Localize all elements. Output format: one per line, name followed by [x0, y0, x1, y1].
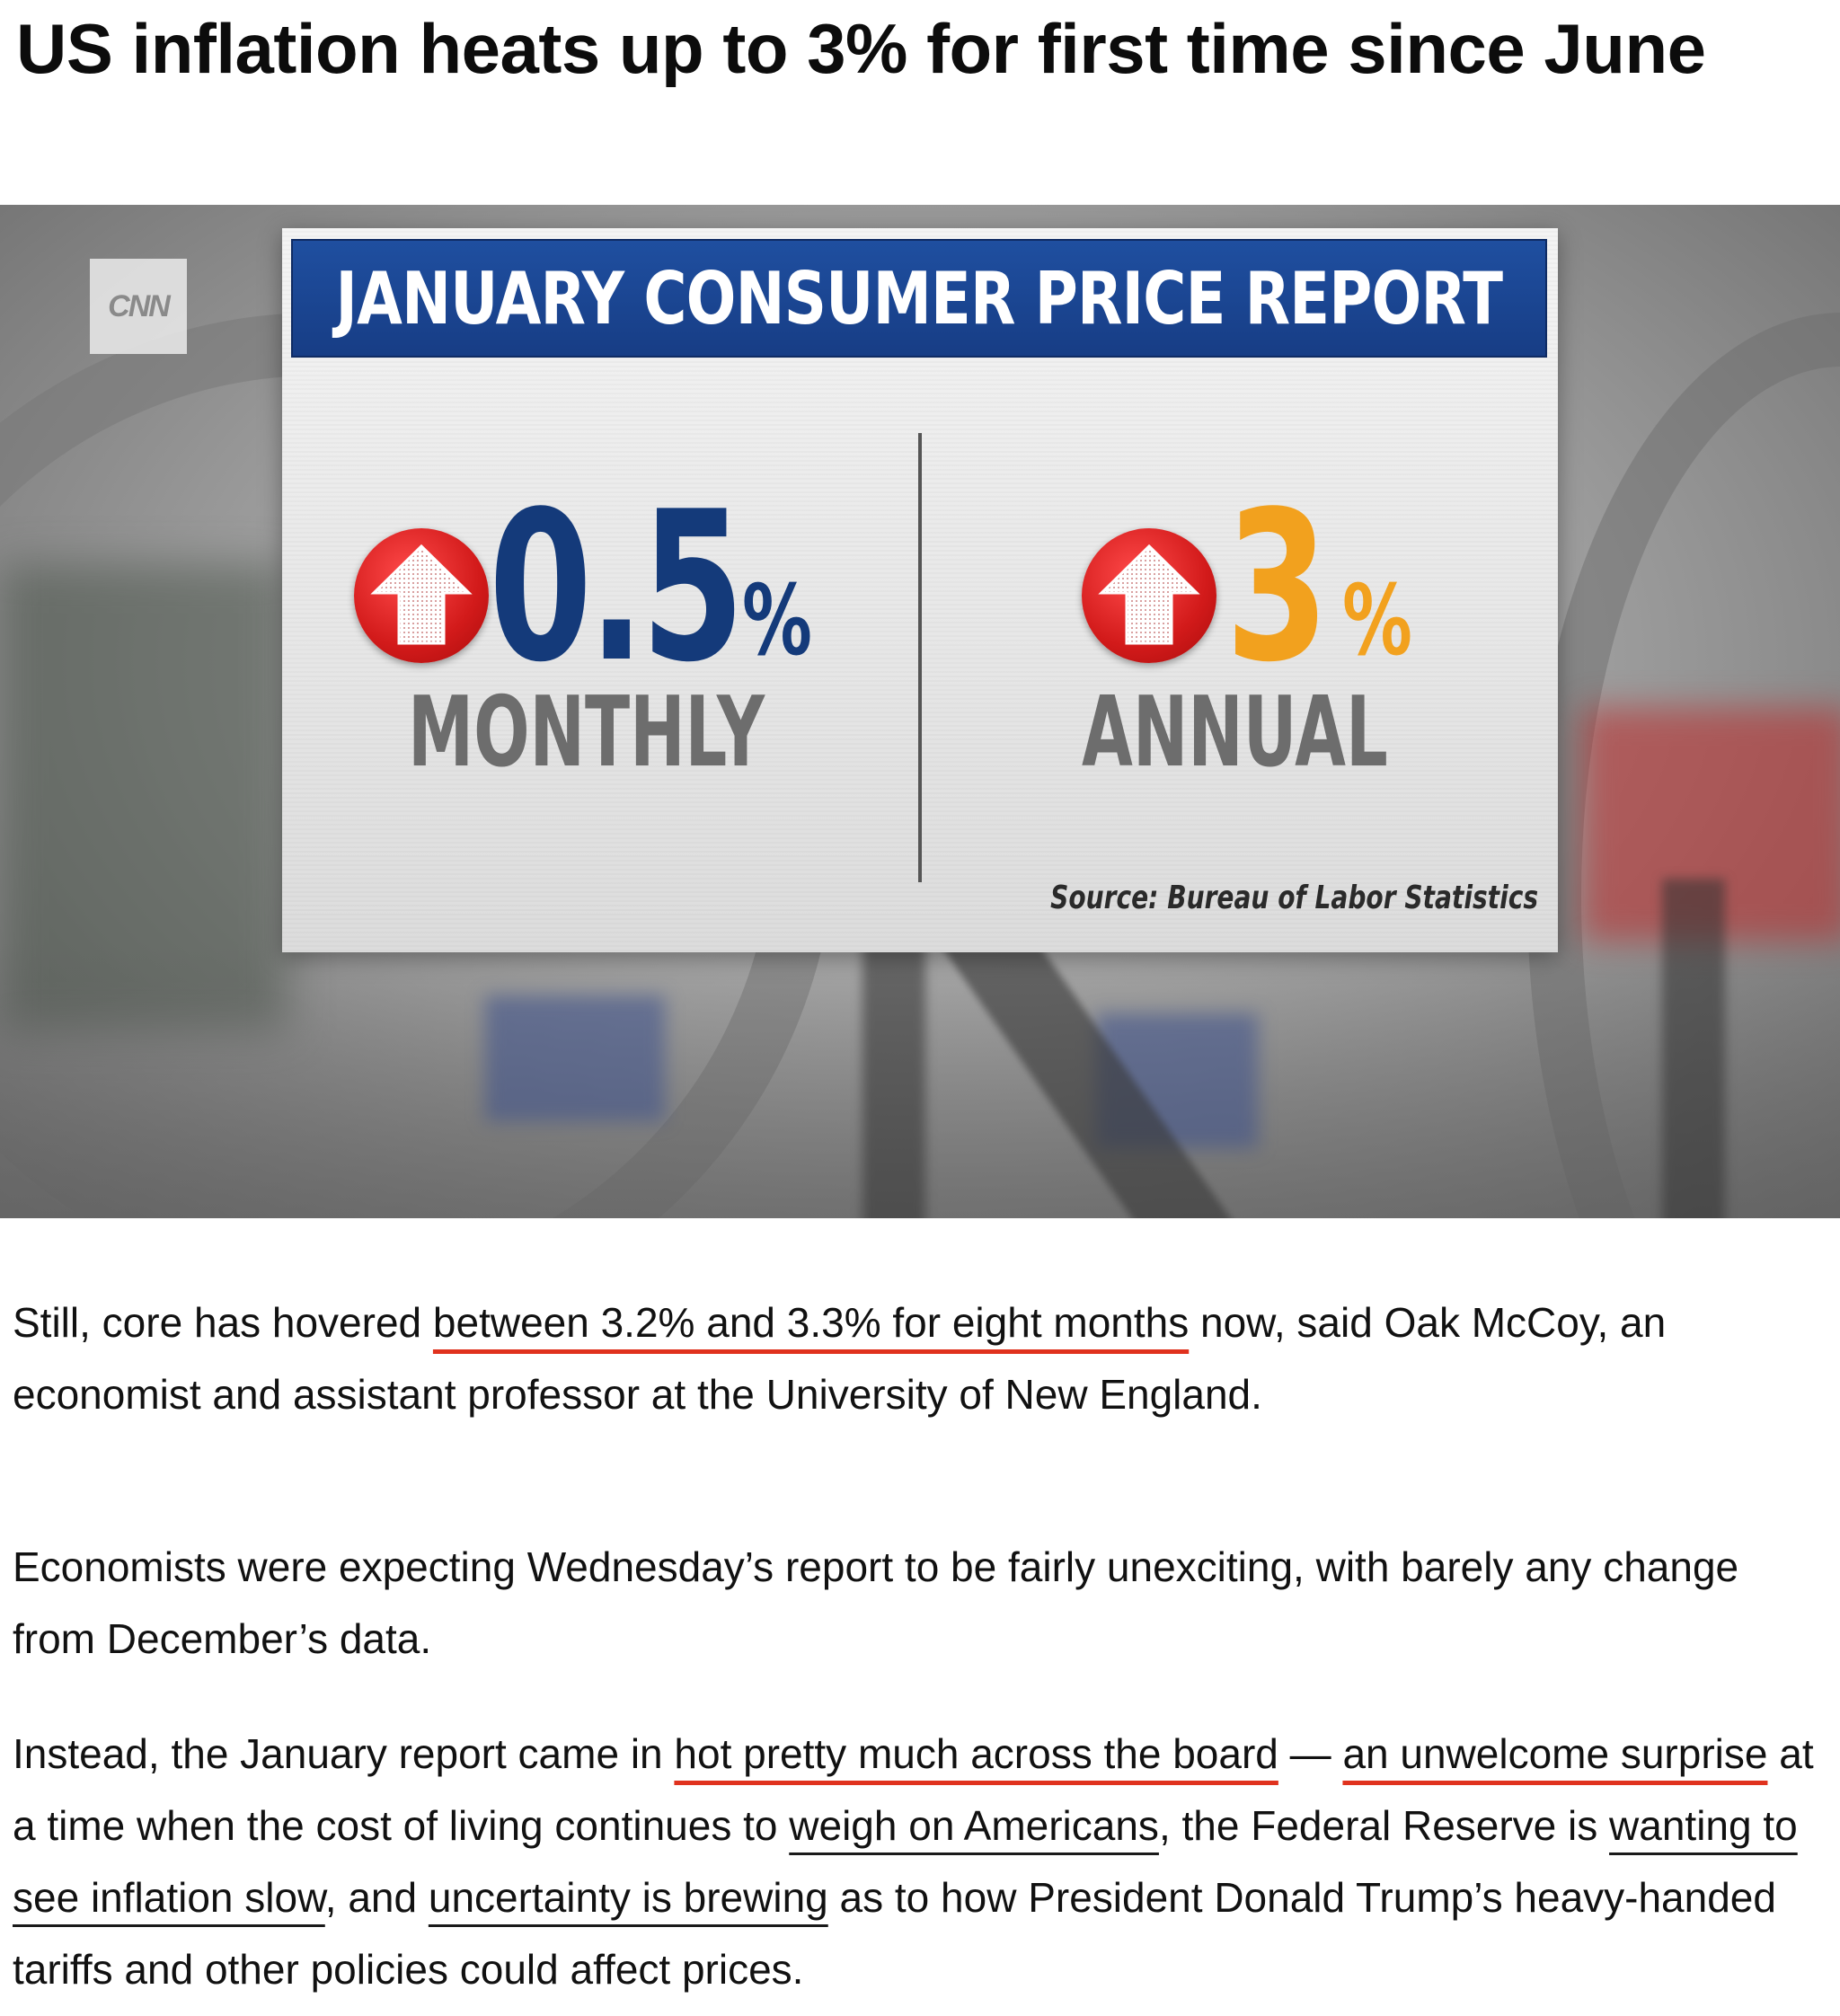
- up-arrow-icon: [354, 528, 489, 663]
- monthly-unit: %: [742, 565, 812, 677]
- background-monitor: [485, 995, 665, 1121]
- article-headline: US inflation heats up to 3% for first ti…: [16, 9, 1706, 88]
- paragraph-text: now, said Oak McCoy, an economist and as…: [13, 1299, 1667, 1418]
- paragraph-text: , and: [324, 1874, 429, 1921]
- stat-divider: [918, 433, 922, 882]
- cpi-banner: JANUARY CONSUMER PRICE REPORT: [291, 239, 1547, 358]
- article-paragraph: Instead, the January report came in hot …: [13, 1718, 1827, 2005]
- cnn-logo: CNN: [90, 259, 187, 354]
- highlight-red-underline: an unwelcome surprise: [1342, 1730, 1768, 1777]
- hero-image: CNN JANUARY CONSUMER PRICE REPORT 0.5: [0, 205, 1840, 1218]
- highlight-red-underline: between 3.2% and 3.3% for eight months: [432, 1299, 1190, 1346]
- paragraph-text: —: [1278, 1730, 1343, 1777]
- up-arrow-icon: [1082, 528, 1216, 663]
- monthly-value: 0.5: [489, 468, 745, 708]
- background-pillar: [1662, 879, 1725, 1218]
- cpi-graphic-card: JANUARY CONSUMER PRICE REPORT 0.5 % MONT…: [282, 228, 1558, 952]
- annual-value: 3: [1225, 468, 1329, 708]
- annual-stat: 3 % ANNUAL: [1082, 485, 1513, 782]
- article-paragraph: Economists were expecting Wednesday’s re…: [13, 1543, 1739, 1662]
- cpi-banner-title: JANUARY CONSUMER PRICE REPORT: [335, 256, 1503, 340]
- paragraph-text: Still, core has hovered: [13, 1299, 433, 1346]
- paragraph-text: , the Federal Reserve is: [1158, 1802, 1610, 1849]
- highlight-red-underline: hot pretty much across the board: [674, 1730, 1278, 1777]
- paragraph-text: as to how President Donald Trump’s heavy…: [13, 1874, 1776, 1993]
- annual-label: ANNUAL: [1082, 676, 1388, 789]
- monthly-label: MONTHLY: [408, 676, 765, 789]
- paragraph-text: at a time when the cost of living contin…: [13, 1730, 1814, 1849]
- data-source: Source: Bureau of Labor Statistics: [1050, 880, 1538, 916]
- highlight-black-underline: wanting to see inflation slow: [13, 1802, 1798, 1921]
- monthly-stat: 0.5 % MONTHLY: [354, 485, 893, 782]
- highlight-black-underline: uncertainty is brewing: [428, 1874, 828, 1921]
- paragraph-text: Instead, the January report came in: [13, 1730, 675, 1777]
- highlight-black-underline: weigh on Americans: [789, 1802, 1159, 1849]
- annual-unit: %: [1342, 565, 1412, 677]
- article-paragraph: Still, core has hovered between 3.2% and…: [13, 1287, 1827, 1430]
